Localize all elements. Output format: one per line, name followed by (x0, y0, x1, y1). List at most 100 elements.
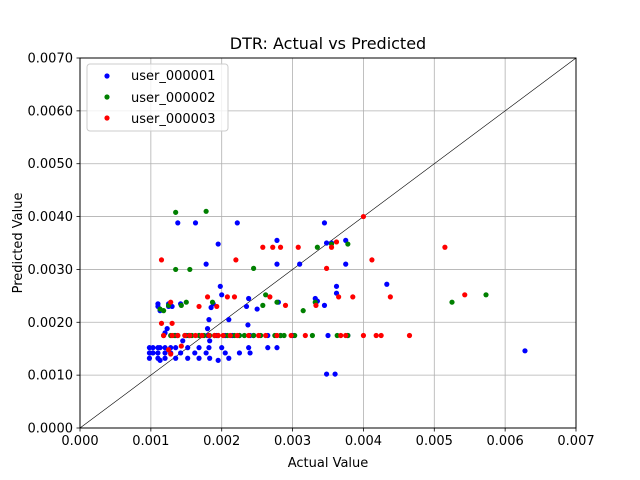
data-point-user_000001 (203, 350, 209, 356)
data-point-user_000003 (263, 332, 269, 339)
data-point-user_000003 (277, 244, 284, 250)
data-point-user_000001 (217, 283, 223, 289)
data-point-user_000001 (178, 350, 184, 356)
data-point-user_000003 (231, 294, 238, 300)
data-point-user_000001 (234, 220, 240, 226)
data-point-user_000002 (161, 308, 167, 314)
legend-label-user_000003: user_000003 (131, 112, 215, 127)
data-point-user_000001 (236, 350, 243, 356)
data-point-user_000001 (254, 306, 260, 312)
data-point-user_000003 (328, 244, 335, 250)
data-point-user_000003 (178, 343, 184, 349)
x-tick-label: 0.004 (345, 434, 382, 449)
data-point-user_000001 (175, 220, 181, 226)
data-point-user_000003 (343, 332, 349, 339)
data-point-user_000003 (214, 303, 220, 310)
data-point-user_000001 (180, 338, 186, 344)
y-tick-label: 0.0010 (28, 369, 74, 384)
data-point-user_000002 (314, 244, 320, 250)
data-point-user_000003 (378, 332, 384, 339)
data-point-user_000001 (207, 338, 213, 344)
legend-marker-user_000002 (104, 94, 110, 100)
data-point-user_000002 (345, 241, 351, 247)
data-point-user_000001 (332, 371, 338, 377)
data-point-user_000001 (226, 355, 232, 361)
y-tick-label: 0.0050 (28, 157, 74, 172)
y-tick-label: 0.0060 (28, 104, 74, 119)
data-point-user_000001 (245, 322, 251, 328)
data-point-user_000001 (384, 281, 390, 287)
data-point-user_000003 (333, 239, 340, 245)
data-point-user_000001 (204, 326, 211, 332)
data-point-user_000003 (338, 332, 344, 339)
data-point-user_000003 (187, 332, 193, 339)
data-point-user_000001 (321, 220, 328, 226)
data-point-user_000001 (219, 345, 225, 351)
data-point-user_000001 (246, 295, 252, 302)
data-point-user_000001 (203, 261, 209, 267)
data-point-user_000003 (204, 294, 211, 300)
data-point-user_000001 (226, 317, 232, 323)
data-point-user_000001 (215, 357, 221, 363)
data-point-user_000001 (297, 261, 303, 267)
data-point-user_000003 (302, 332, 308, 339)
data-point-user_000001 (185, 355, 191, 361)
data-point-user_000001 (323, 371, 330, 377)
data-point-user_000002 (209, 299, 216, 305)
y-tick-label: 0.0040 (28, 210, 74, 225)
data-point-user_000003 (196, 303, 202, 310)
y-tick-label: 0.0000 (28, 422, 74, 437)
data-point-user_000001 (155, 350, 161, 356)
data-point-user_000001 (162, 355, 168, 361)
data-point-user_000001 (325, 332, 331, 339)
data-point-user_000001 (246, 345, 252, 351)
data-point-user_000003 (313, 302, 319, 308)
data-point-user_000001 (274, 261, 280, 267)
data-point-user_000002 (281, 332, 287, 339)
data-point-user_000002 (203, 208, 209, 214)
data-point-user_000003 (192, 332, 199, 339)
data-point-user_000003 (406, 332, 413, 339)
data-point-user_000001 (333, 283, 340, 289)
data-point-user_000003 (323, 265, 330, 271)
data-point-user_000001 (150, 350, 156, 356)
plot-frame (79, 57, 577, 429)
data-point-user_000003 (158, 320, 165, 326)
data-point-user_000003 (360, 213, 367, 220)
data-point-user_000001 (185, 345, 191, 351)
data-point-user_000003 (274, 332, 280, 339)
x-axis-label: Actual Value (288, 456, 369, 471)
data-point-user_000001 (157, 345, 163, 351)
data-point-user_000003 (169, 332, 175, 339)
data-point-user_000002 (173, 209, 179, 215)
data-point-user_000002 (183, 299, 189, 305)
data-point-user_000002 (187, 266, 193, 273)
data-point-user_000003 (387, 294, 393, 300)
data-point-user_000003 (442, 244, 448, 250)
data-point-user_000001 (274, 237, 280, 243)
data-point-user_000001 (243, 303, 250, 310)
data-point-user_000003 (267, 294, 273, 300)
data-point-user_000001 (222, 350, 228, 356)
data-point-user_000001 (323, 240, 330, 246)
data-point-user_000003 (227, 332, 233, 339)
data-point-user_000001 (196, 355, 202, 361)
data-point-user_000003 (246, 332, 252, 339)
data-point-user_000003 (224, 294, 230, 300)
data-point-user_000002 (263, 292, 269, 298)
x-ticks: 0.000 0.001 0.002 0.003 0.004 0.005 0.006 0.007 (61, 428, 595, 449)
data-point-user_000003 (282, 302, 289, 308)
y-tick-label: 0.0020 (28, 316, 74, 331)
data-point-user_000001 (343, 261, 349, 267)
data-point-user_000001 (150, 345, 156, 351)
legend-label-user_000002: user_000002 (131, 91, 215, 106)
data-point-user_000001 (192, 220, 199, 226)
data-point-user_000003 (175, 332, 181, 339)
data-point-user_000003 (270, 244, 276, 250)
data-point-user_000003 (373, 332, 379, 339)
data-point-user_000001 (146, 355, 153, 361)
data-point-user_000003 (234, 332, 240, 339)
data-point-user_000001 (173, 355, 179, 361)
data-point-user_000002 (300, 308, 306, 314)
data-point-user_000002 (483, 292, 489, 298)
